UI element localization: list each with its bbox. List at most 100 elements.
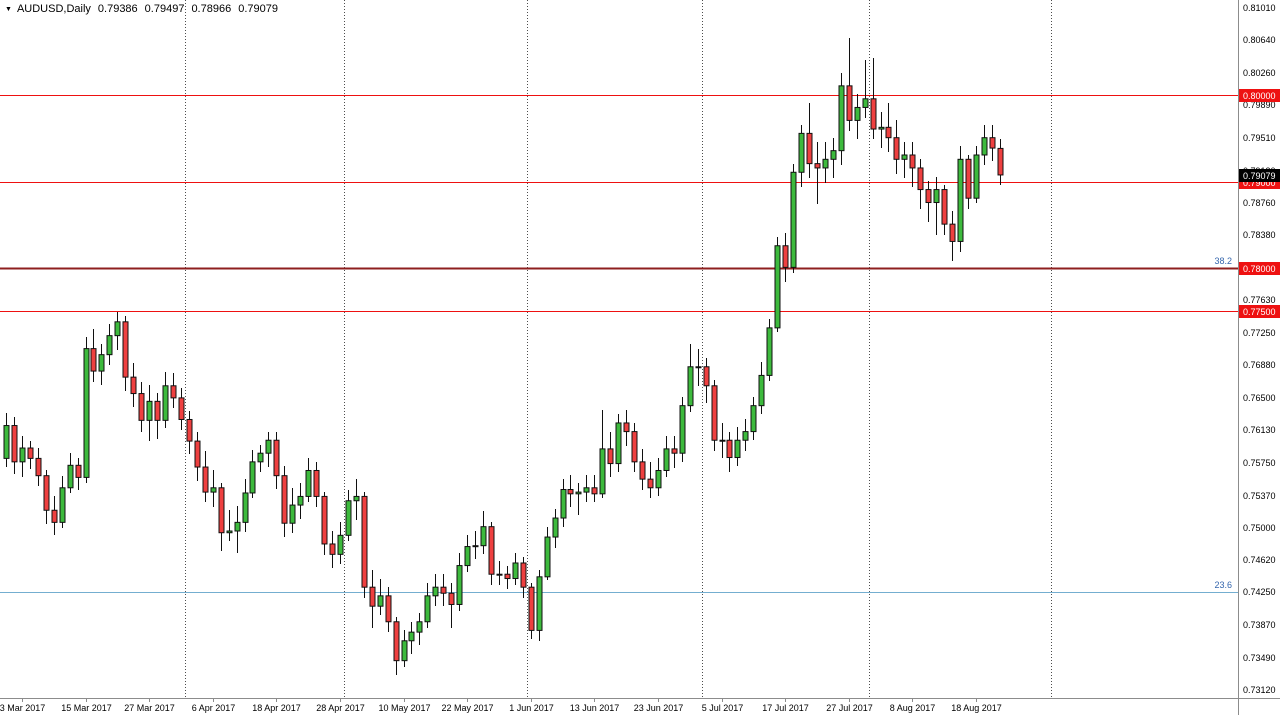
candle <box>170 385 177 399</box>
candle <box>114 321 121 337</box>
candle <box>122 321 129 378</box>
candle <box>878 126 885 130</box>
candle <box>782 245 789 268</box>
candle <box>679 405 686 454</box>
candle <box>464 546 471 567</box>
candle <box>202 466 209 493</box>
candle <box>750 405 757 433</box>
price-level-badge-label: 0.79000 <box>1243 178 1276 188</box>
candle <box>774 245 781 329</box>
fib-percent-label: 38.2 <box>1214 256 1232 266</box>
price-axis-label: 0.79510 <box>1243 133 1276 143</box>
candle <box>98 354 105 372</box>
candle <box>687 366 694 407</box>
price-axis-label: 0.73490 <box>1243 653 1276 663</box>
candle <box>353 495 360 502</box>
time-axis-label: 15 Mar 2017 <box>61 703 112 713</box>
candle <box>981 137 988 156</box>
candle <box>194 440 201 468</box>
time-axis-label: 8 Aug 2017 <box>890 703 936 713</box>
candle <box>552 517 559 538</box>
price-axis-label: 0.78760 <box>1243 198 1276 208</box>
candle <box>567 489 574 495</box>
fib-percent-label: 23.6 <box>1214 580 1232 590</box>
candle <box>456 565 463 605</box>
candle <box>941 189 948 225</box>
candle <box>862 98 869 108</box>
candle <box>75 464 82 478</box>
time-axis-label: 18 Aug 2017 <box>951 703 1002 713</box>
candle <box>560 489 567 519</box>
time-axis[interactable]: 3 Mar 2017 15 Mar 2017 27 Mar 2017 6 Apr 20… <box>0 699 1002 713</box>
candle <box>178 397 185 420</box>
time-axis-label: 18 Apr 2017 <box>252 703 301 713</box>
candle <box>512 562 519 580</box>
candle <box>369 586 376 607</box>
price-level-badge-label: 0.77500 <box>1243 307 1276 317</box>
candle <box>59 487 66 523</box>
candle <box>719 439 726 442</box>
price-axis[interactable]: 0.810100.806400.802600.798900.795100.791… <box>1239 3 1280 695</box>
candle <box>106 335 113 356</box>
candle <box>798 132 805 173</box>
candle <box>854 106 861 121</box>
candle <box>35 457 42 477</box>
candle <box>27 447 34 459</box>
candle <box>631 431 638 463</box>
candle <box>830 150 837 160</box>
price-axis-label: 0.76880 <box>1243 360 1276 370</box>
candle <box>901 154 908 160</box>
candle <box>305 469 312 497</box>
candle <box>671 448 678 454</box>
candle <box>154 400 161 421</box>
candle <box>90 348 97 372</box>
candle <box>917 167 924 191</box>
quote-high: 0.79497 <box>144 3 185 15</box>
candle <box>329 543 336 555</box>
price-axis-label: 0.77250 <box>1243 328 1276 338</box>
candle <box>480 526 487 547</box>
candle <box>496 573 503 576</box>
candle <box>925 189 932 204</box>
candle <box>377 595 384 607</box>
price-axis-label: 0.73870 <box>1243 620 1276 630</box>
price-level-badge <box>1239 305 1280 318</box>
candle <box>416 621 423 633</box>
quick-trade-collapse-icon[interactable]: ▼ <box>5 5 12 13</box>
candle <box>408 631 415 642</box>
candle <box>997 147 1004 176</box>
time-axis-label: 3 Mar 2017 <box>0 703 45 713</box>
candle <box>488 526 495 575</box>
candle <box>536 576 543 631</box>
current-price-badge-label: 0.79079 <box>1243 171 1276 181</box>
price-axis-label: 0.73120 <box>1243 685 1276 695</box>
candle <box>893 137 900 160</box>
price-axis-label: 0.80640 <box>1243 35 1276 45</box>
price-level-badge <box>1239 89 1280 102</box>
candle <box>790 171 797 268</box>
candle <box>19 447 26 463</box>
candle <box>846 85 853 121</box>
candle <box>591 487 598 495</box>
candle <box>639 461 646 480</box>
candle <box>695 366 702 369</box>
candle <box>242 492 249 523</box>
candle <box>186 418 193 442</box>
current-price-badge <box>1239 169 1280 182</box>
candle <box>806 132 813 165</box>
candle <box>130 376 137 395</box>
time-axis-label: 17 Jul 2017 <box>762 703 809 713</box>
price-axis-label: 0.76130 <box>1243 425 1276 435</box>
candle <box>424 595 431 623</box>
candle <box>623 422 630 433</box>
candles <box>3 38 1004 675</box>
candle <box>297 495 304 506</box>
candle <box>822 158 829 169</box>
candle <box>615 422 622 465</box>
candle <box>838 85 845 152</box>
candle <box>472 545 479 548</box>
candle <box>385 595 392 623</box>
time-axis-label: 5 Jul 2017 <box>702 703 744 713</box>
